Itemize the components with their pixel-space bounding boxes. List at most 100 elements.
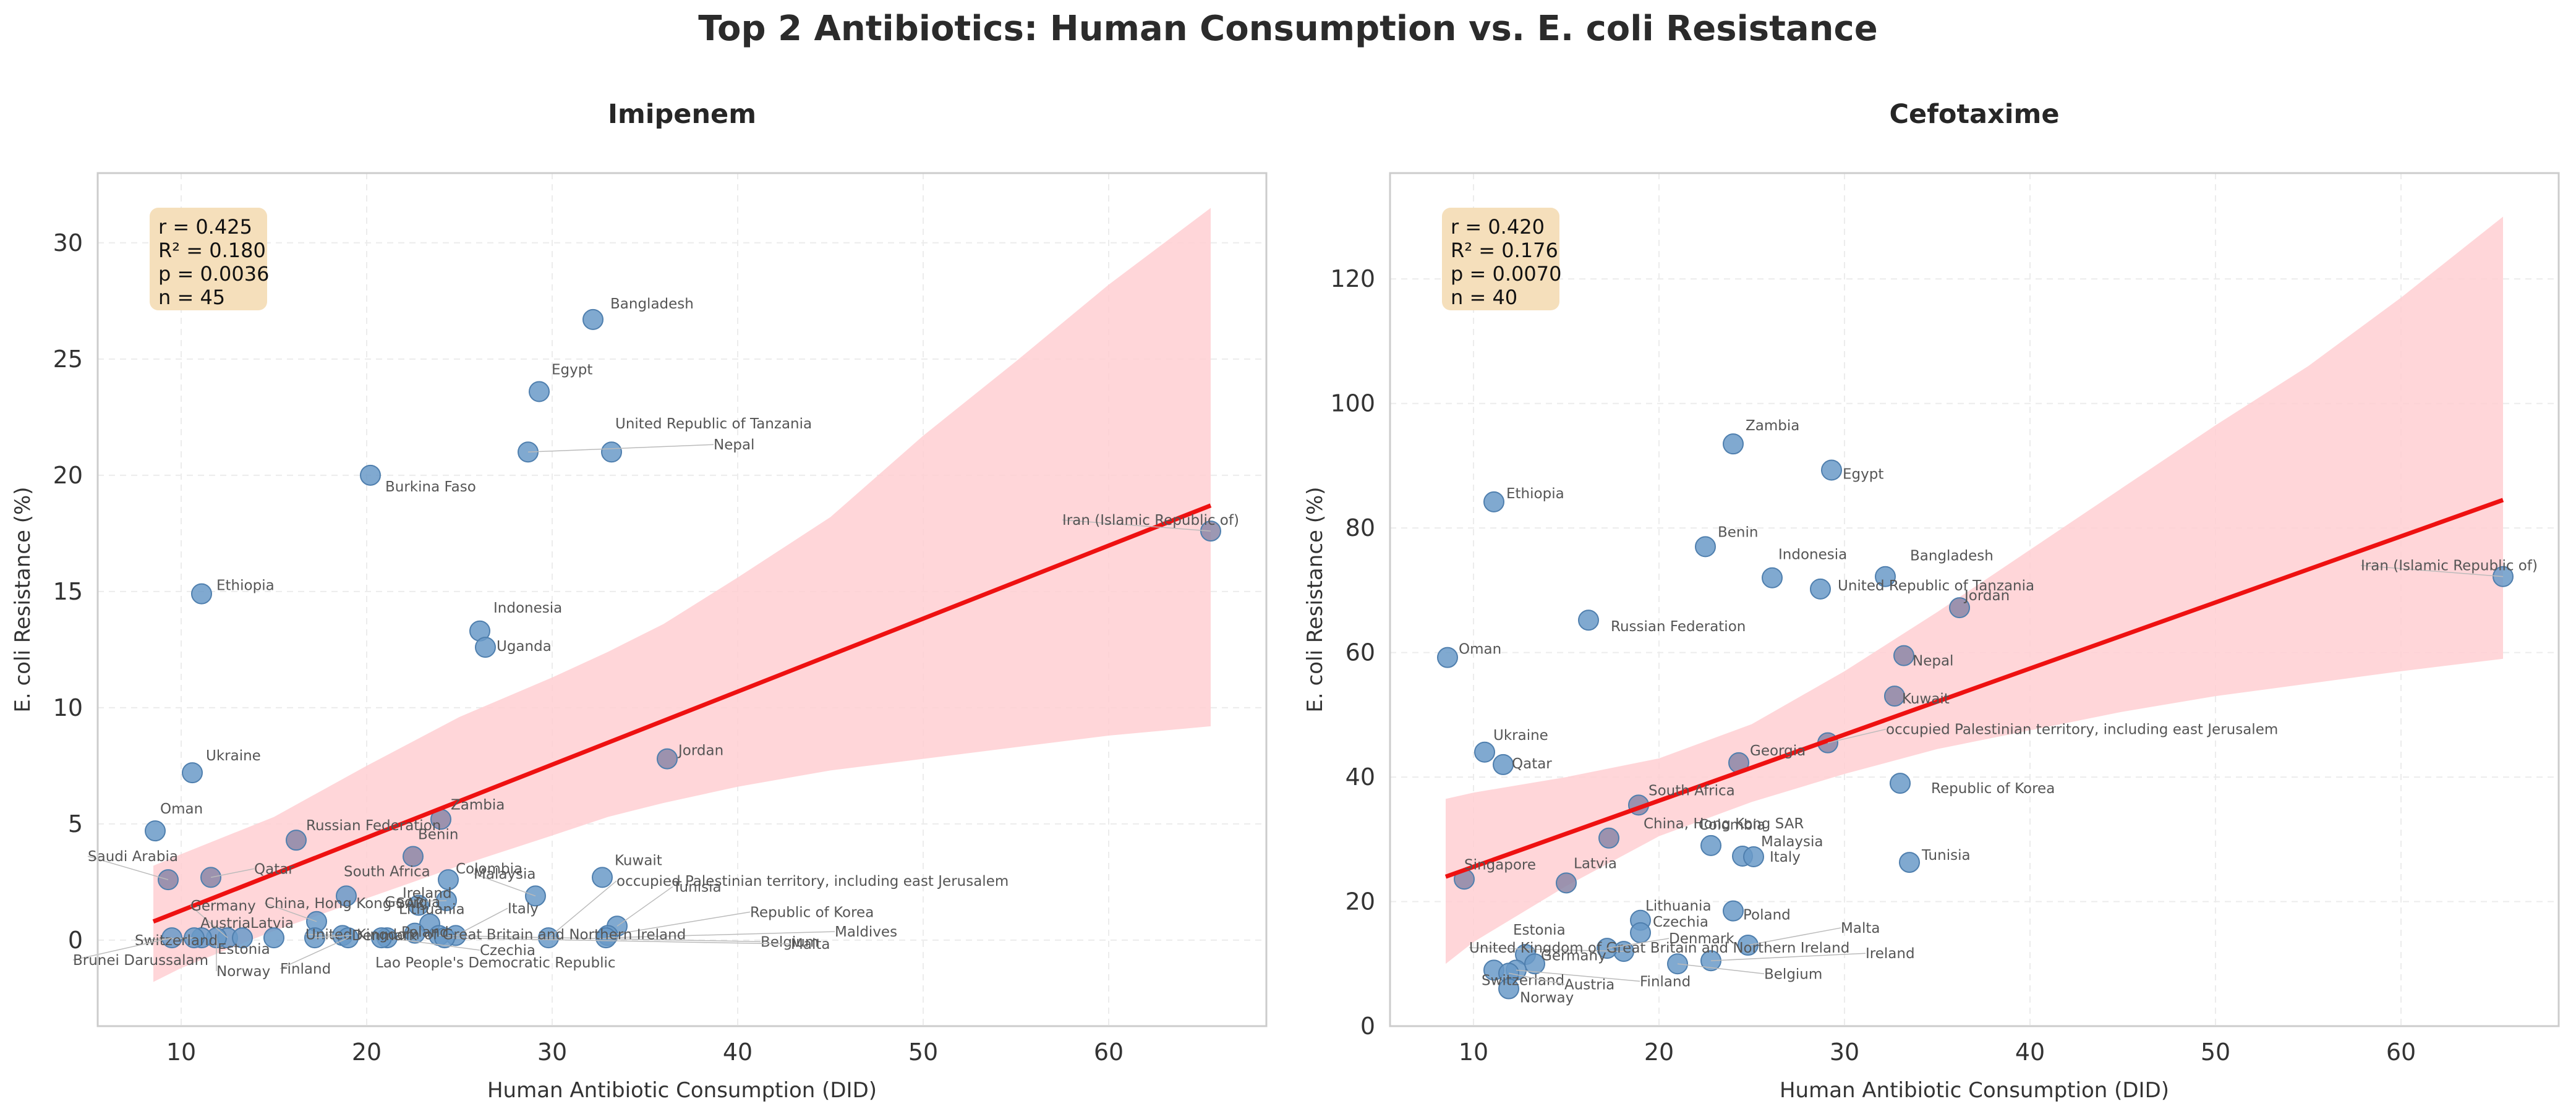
- label-leader-line: [1062, 519, 1211, 532]
- point-label: Malta: [1841, 920, 1880, 936]
- data-point: [1723, 900, 1744, 922]
- point-label: Zambia: [1746, 418, 1799, 434]
- point-label: Czechia: [1653, 914, 1708, 930]
- label-leader-line: [1747, 927, 1841, 946]
- regression-line: [1444, 498, 2504, 879]
- point-label: Belgium: [1764, 966, 1822, 982]
- point-label: Georgia: [1750, 743, 1806, 759]
- point-label: Norway: [216, 964, 270, 980]
- label-leader-line: [72, 937, 173, 961]
- label-leader-line: [279, 937, 349, 969]
- data-point: [1899, 852, 1920, 873]
- point-label: Nepal: [1913, 653, 1953, 669]
- label-leader-line: [1606, 938, 1670, 949]
- data-point: [1821, 459, 1842, 481]
- data-point: [1493, 754, 1514, 775]
- point-label: Kuwait: [615, 852, 662, 869]
- label-leader-line: [87, 856, 169, 880]
- y-tick-label: 20: [1346, 888, 1375, 915]
- y-tick-label: 120: [1330, 265, 1375, 292]
- point-label: Zambia: [451, 797, 505, 813]
- y-axis-label: E. coli Resistance (%): [1303, 486, 1328, 712]
- point-label: Kuwait: [1902, 691, 1950, 707]
- y-tick-label: 40: [1346, 763, 1375, 791]
- point-label: Saudi Arabia: [88, 849, 178, 865]
- x-axis-label: Human Antibiotic Consumption (DID): [1780, 1078, 2169, 1103]
- data-point: [1630, 922, 1651, 943]
- point-label: Poland: [401, 925, 449, 941]
- point-label: Colombia: [456, 861, 522, 877]
- data-point: [1437, 647, 1458, 668]
- label-leader-line: [305, 933, 343, 936]
- y-tick-label: 80: [1346, 514, 1375, 542]
- data-point: [1949, 597, 1970, 619]
- x-tick-label: 50: [908, 1038, 938, 1066]
- label-leader-line: [386, 937, 480, 951]
- point-label: Malaysia: [474, 866, 536, 882]
- figure-title: Top 2 Antibiotics: Human Consumption vs.…: [698, 9, 1878, 49]
- point-label: occupied Palestinian territory, includin…: [616, 873, 1009, 890]
- point-label: Russian Federation: [306, 818, 441, 834]
- data-point: [582, 308, 603, 330]
- label-leader-line: [190, 905, 228, 938]
- data-point: [1598, 827, 1619, 849]
- point-label: Benin: [418, 827, 458, 843]
- point-label: Qatar: [254, 861, 294, 877]
- label-leader-line: [1508, 972, 1565, 985]
- point-label: Ireland: [1866, 946, 1915, 962]
- point-label: Estonia: [218, 941, 270, 958]
- y-axis-label: E. coli Resistance (%): [11, 486, 35, 712]
- point-label: Lao People's Democratic Republic: [375, 955, 616, 971]
- y-tick-label: 25: [53, 346, 83, 373]
- data-point: [408, 894, 429, 916]
- y-tick-label: 15: [53, 578, 83, 605]
- point-label: Czechia: [480, 943, 535, 959]
- point-label: Lithuania: [1645, 898, 1712, 914]
- data-point: [1700, 835, 1721, 856]
- data-point: [263, 927, 284, 949]
- confidence-band: [1446, 216, 2503, 964]
- point-label: China, Hong Kong SAR: [1644, 816, 1804, 832]
- point-label: Ireland: [403, 885, 452, 901]
- data-point: [232, 927, 253, 949]
- point-label: United Kingdom of Great Britain and Nort…: [305, 927, 686, 943]
- point-label: Ukraine: [1493, 728, 1548, 744]
- point-label: Lithuania: [399, 902, 465, 918]
- point-label: China, Hong Kong SAR: [265, 896, 425, 912]
- point-label: Egypt: [552, 362, 592, 378]
- point-label: Norway: [1520, 990, 1574, 1006]
- point-label: Oman: [1459, 642, 1501, 658]
- label-leader-line: [1516, 969, 1640, 982]
- point-label: South Africa: [1648, 783, 1735, 799]
- label-leader-line: [1469, 947, 1624, 952]
- point-label: Estonia: [1513, 922, 1566, 938]
- data-point: [1762, 567, 1783, 588]
- point-label: Indonesia: [493, 600, 562, 616]
- label-leader-line: [210, 868, 255, 878]
- data-point: [1810, 578, 1831, 600]
- point-label: Oman: [160, 801, 203, 817]
- point-label: Jordan: [677, 743, 723, 759]
- point-label: Switzerland: [1482, 972, 1564, 988]
- data-point: [657, 748, 678, 770]
- y-tick-label: 0: [1360, 1013, 1375, 1040]
- data-point: [1578, 609, 1599, 631]
- data-point: [1524, 953, 1545, 975]
- data-point: [182, 762, 203, 784]
- chart-panel-0: Bangladesh Egypt United Republic of Tanzan…: [11, 172, 1268, 1103]
- point-label: Burkina Faso: [385, 479, 476, 495]
- data-point: [1875, 566, 1896, 587]
- x-axis-label: Human Antibiotic Consumption (DID): [487, 1078, 877, 1103]
- point-label: Ethiopia: [216, 578, 275, 594]
- label-leader-line: [1677, 963, 1765, 975]
- point-label: Colombia: [1699, 817, 1765, 833]
- point-label: Benin: [1718, 524, 1758, 540]
- point-label: Switzerland: [135, 933, 218, 949]
- point-label: Tunisia: [672, 879, 722, 895]
- label-leader-line: [264, 903, 317, 922]
- x-tick-label: 50: [2201, 1038, 2230, 1066]
- chart-panel-1: Zambia Egypt Ethiopia Benin Indonesia Banglad…: [1303, 172, 2560, 1103]
- point-label: Russian Federation: [1611, 619, 1746, 635]
- axes-frame: [1389, 172, 2560, 1027]
